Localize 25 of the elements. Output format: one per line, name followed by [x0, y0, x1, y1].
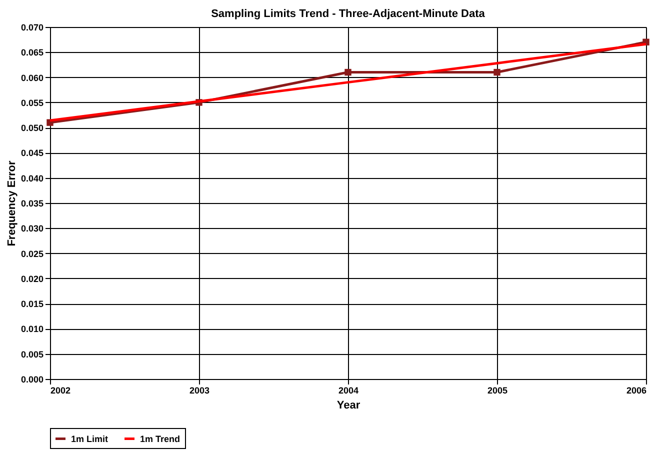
y-tick-label: 0.015: [20, 299, 44, 310]
x-tick-label: 2005: [487, 386, 508, 396]
chart-title: Sampling Limits Trend - Three-Adjacent-Minute Data: [211, 8, 486, 20]
y-tick-label: 0.045: [20, 148, 44, 158]
y-tick-label: 0.040: [20, 173, 44, 184]
y-axis-title: Frequency Error: [6, 160, 18, 246]
x-axis-title: Year: [336, 400, 361, 412]
x-tick-label: 2003: [189, 386, 210, 396]
y-tick-label: 0.025: [20, 248, 44, 259]
y-tick-label: 0.055: [20, 98, 44, 108]
y-tick-label: 0.000: [20, 374, 44, 384]
legend-label: 1m Limit: [71, 434, 108, 444]
y-tick-label: 0.005: [20, 349, 44, 360]
y-tick-label: 0.030: [20, 224, 44, 234]
y-tick-label: 0.070: [20, 22, 44, 32]
y-tick-label: 0.020: [20, 274, 44, 284]
y-tick-label: 0.065: [20, 48, 44, 58]
x-tick-label: 2002: [50, 386, 71, 396]
y-tick-label: 0.060: [20, 72, 44, 83]
y-tick-label: 0.010: [20, 324, 44, 334]
y-tick-label: 0.050: [20, 123, 44, 134]
y-tick-label: 0.035: [20, 198, 44, 208]
x-tick-label: 2004: [338, 386, 359, 396]
legend-label: 1m Trend: [140, 434, 180, 444]
x-tick-label: 2006: [626, 386, 646, 396]
